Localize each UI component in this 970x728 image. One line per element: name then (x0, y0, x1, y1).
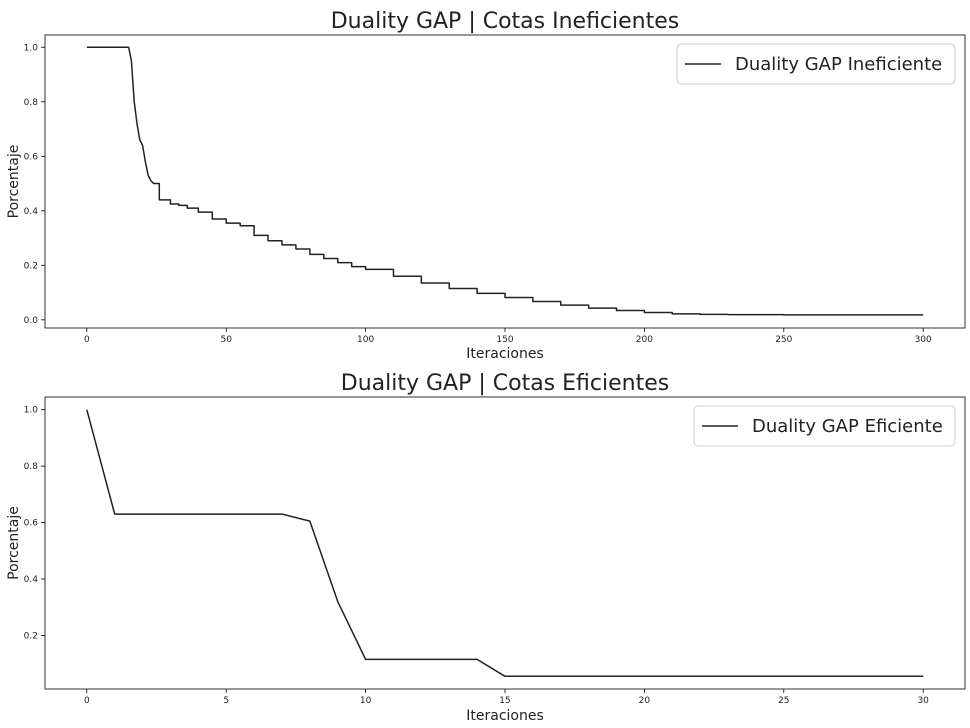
y-tick-label: 0.6 (24, 152, 39, 162)
chart-2: Duality GAP | Cotas Eficientes 0 5 10 15 20 25… (6, 371, 966, 724)
y-tick-label: 0.4 (24, 207, 39, 217)
legend: Duality GAP Eficiente (693, 405, 956, 447)
x-axis-label: Iteraciones (466, 708, 544, 724)
y-axis-label: Porcentaje (6, 506, 22, 580)
y-tick-label: 0.4 (24, 575, 39, 585)
legend-label: Duality GAP Eficiente (752, 416, 943, 437)
y-tick-label: 0.6 (24, 519, 39, 529)
series-line (86, 46, 924, 316)
x-tick-label: 200 (636, 335, 653, 345)
legend-box (693, 405, 956, 447)
y-tick-label: 0.2 (24, 261, 38, 271)
x-tick-label: 10 (360, 696, 372, 706)
x-tick-label: 100 (357, 335, 374, 345)
x-tick-label: 250 (775, 335, 792, 345)
chart-1: Duality GAP | Cotas Ineficientes 0 50 100 15… (6, 9, 966, 362)
x-tick-label: 25 (778, 696, 789, 706)
y-tick-label: 0.8 (24, 98, 39, 108)
x-tick-label: 5 (223, 696, 229, 706)
chart-title: Duality GAP | Cotas Eficientes (341, 371, 669, 396)
y-tick-label: 1.0 (24, 43, 39, 53)
legend: Duality GAP Ineficiente (676, 43, 956, 85)
x-tick-label: 15 (499, 696, 510, 706)
x-tick-label: 20 (639, 696, 651, 706)
series-line (86, 409, 924, 678)
x-tick-label: 50 (220, 335, 232, 345)
chart-title: Duality GAP | Cotas Ineficientes (331, 9, 680, 34)
y-tick-label: 0.8 (24, 462, 39, 472)
x-axis-label: Iteraciones (466, 346, 544, 362)
y-tick-label: 1.0 (24, 406, 39, 416)
y-tick-label: 0.0 (24, 316, 39, 326)
legend-label: Duality GAP Ineficiente (735, 54, 942, 75)
x-tick-label: 300 (915, 335, 932, 345)
y-tick-label: 0.2 (24, 631, 38, 641)
x-tick-label: 0 (84, 335, 90, 345)
x-tick-label: 0 (84, 696, 90, 706)
x-tick-label: 150 (496, 335, 513, 345)
x-tick-label: 30 (917, 696, 929, 706)
legend-box (676, 43, 956, 85)
y-axis-label: Porcentaje (6, 145, 22, 219)
